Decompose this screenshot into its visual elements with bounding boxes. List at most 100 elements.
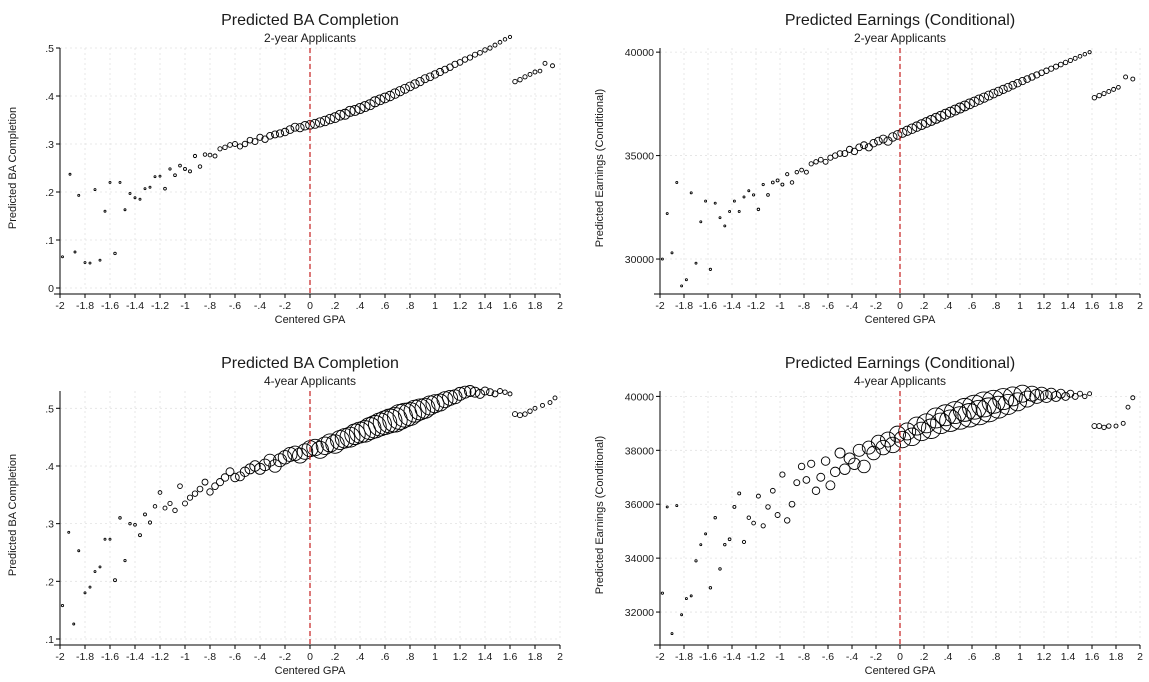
data-point bbox=[680, 284, 684, 288]
data-point bbox=[430, 70, 440, 79]
data-point bbox=[704, 199, 708, 203]
data-point bbox=[1087, 50, 1092, 55]
data-point bbox=[277, 450, 293, 465]
data-point bbox=[1028, 73, 1036, 81]
chart-earn_4yr: Predicted Earnings (Conditional) 4-year A… bbox=[594, 355, 1143, 677]
x-tick-label: .8 bbox=[406, 651, 415, 663]
data-point bbox=[527, 408, 533, 414]
data-point bbox=[552, 395, 558, 401]
x-tick-label: -.2 bbox=[279, 300, 291, 312]
x-tick-label: -.2 bbox=[279, 651, 291, 663]
x-tick-label: 0 bbox=[307, 300, 313, 312]
y-tick-label: 35000 bbox=[625, 151, 654, 163]
x-tick-label: .6 bbox=[381, 651, 390, 663]
x-tick-label: -1.4 bbox=[126, 300, 144, 312]
data-point bbox=[382, 407, 408, 433]
data-point bbox=[98, 565, 102, 569]
data-point bbox=[892, 130, 903, 140]
data-point bbox=[464, 385, 476, 397]
data-point bbox=[103, 209, 107, 213]
data-point bbox=[675, 181, 679, 184]
data-point bbox=[306, 438, 324, 457]
data-point bbox=[206, 488, 214, 496]
data-point bbox=[737, 209, 741, 213]
data-point bbox=[761, 182, 765, 187]
data-point bbox=[334, 109, 346, 121]
data-point bbox=[414, 397, 436, 419]
data-point bbox=[431, 393, 449, 412]
data-point bbox=[201, 478, 209, 486]
data-point bbox=[363, 415, 387, 439]
data-point bbox=[173, 173, 177, 178]
data-point bbox=[961, 394, 987, 420]
data-point bbox=[458, 385, 472, 399]
data-point bbox=[118, 516, 122, 520]
data-point bbox=[860, 141, 868, 150]
data-point bbox=[880, 431, 896, 448]
data-point bbox=[197, 164, 203, 169]
data-point bbox=[410, 79, 420, 89]
x-tick-label: 2 bbox=[1137, 651, 1143, 663]
data-point bbox=[186, 494, 194, 501]
data-point bbox=[902, 125, 913, 136]
chart-ba_4yr: Predicted BA Completion 4-year Applicants… bbox=[7, 355, 563, 677]
data-point bbox=[794, 169, 800, 175]
data-point bbox=[330, 430, 350, 450]
x-tick-label: -.4 bbox=[254, 651, 266, 663]
data-point bbox=[974, 94, 985, 105]
data-point bbox=[723, 542, 727, 547]
x-tick-label: .4 bbox=[944, 300, 953, 312]
data-point bbox=[1023, 75, 1032, 83]
data-point bbox=[246, 136, 254, 144]
data-point bbox=[497, 39, 503, 45]
data-point bbox=[77, 193, 81, 197]
x-tick-label: -1 bbox=[180, 651, 189, 663]
data-point bbox=[830, 466, 841, 478]
data-point bbox=[435, 67, 445, 77]
data-point bbox=[1125, 404, 1131, 410]
data-point bbox=[811, 486, 821, 495]
data-point bbox=[191, 490, 199, 497]
data-point bbox=[660, 591, 664, 595]
data-point bbox=[442, 389, 458, 406]
data-point bbox=[964, 98, 975, 110]
data-point bbox=[1087, 391, 1093, 397]
data-point bbox=[230, 472, 240, 483]
x-tick-label: 0 bbox=[307, 651, 313, 663]
data-point bbox=[123, 208, 127, 212]
data-point bbox=[1013, 78, 1022, 88]
x-tick-label: -.4 bbox=[254, 300, 266, 312]
data-point bbox=[384, 90, 396, 102]
data-point bbox=[372, 410, 398, 435]
data-point bbox=[280, 127, 290, 137]
x-tick-label: 2 bbox=[557, 651, 563, 663]
data-point bbox=[517, 412, 523, 419]
x-tick-label: 0 bbox=[897, 651, 903, 663]
x-tick-label: -1.6 bbox=[699, 300, 717, 312]
data-point bbox=[708, 267, 712, 271]
data-point bbox=[940, 108, 952, 120]
data-point bbox=[852, 443, 866, 457]
data-point bbox=[1003, 82, 1013, 92]
data-point bbox=[138, 533, 142, 538]
x-tick-label: .8 bbox=[406, 300, 415, 312]
data-point bbox=[1130, 76, 1136, 82]
data-point bbox=[461, 56, 469, 63]
data-point bbox=[855, 143, 864, 152]
data-point bbox=[143, 187, 147, 191]
data-point bbox=[163, 186, 167, 191]
data-point bbox=[1113, 423, 1119, 429]
data-point bbox=[825, 480, 836, 491]
data-point bbox=[1106, 88, 1112, 94]
data-point bbox=[665, 505, 669, 509]
data-point bbox=[178, 163, 182, 168]
data-point bbox=[841, 150, 849, 157]
data-point bbox=[878, 134, 888, 144]
data-point bbox=[1057, 61, 1064, 68]
data-point bbox=[1106, 423, 1112, 429]
x-tick-label: 1.6 bbox=[503, 300, 518, 312]
chart-title: Predicted BA Completion bbox=[221, 12, 399, 29]
data-point bbox=[839, 463, 851, 475]
x-tick-label: -1.6 bbox=[101, 300, 119, 312]
data-point bbox=[68, 172, 72, 176]
